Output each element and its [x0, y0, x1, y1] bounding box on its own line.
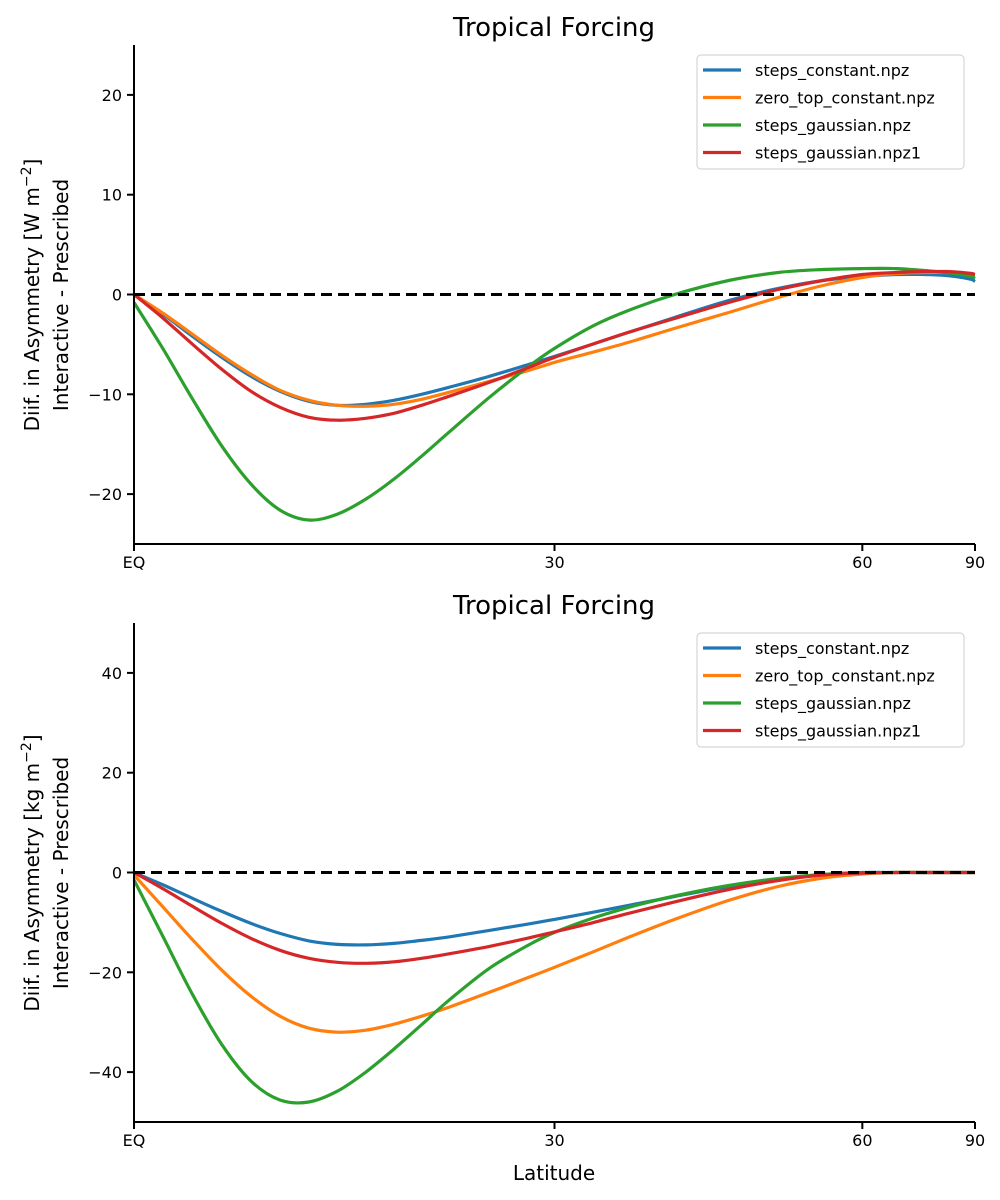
y-tick-label: 40 [102, 664, 122, 683]
x-axis-label: Latitude [513, 1161, 595, 1185]
y-tick-label: 0 [112, 286, 122, 305]
x-tick-label: EQ [123, 553, 146, 572]
legend-label: steps_gaussian.npz1 [755, 144, 921, 164]
bottom-panel-ticks: −40 −20 0 20 40 EQ 30 60 90 [88, 664, 985, 1150]
bottom-panel-ylabel-line1: Diif. in Asymmetry [kg m−2] [19, 734, 44, 1011]
series-line-steps_gaussian1 [132, 269, 976, 422]
y-tick-label: 0 [112, 864, 122, 883]
legend-label: steps_gaussian.npz [755, 694, 911, 714]
legend-box [696, 54, 965, 170]
top-panel-ylabel-line2: Interactive - Prescribed [49, 179, 73, 411]
series-line-steps_gaussian [132, 266, 976, 522]
top-panel-title: Tropical Forcing [452, 13, 655, 43]
top-panel: Tropical Forcing Diif. in Asymmetry [W m… [19, 13, 985, 572]
y-tick-label: 20 [102, 764, 122, 783]
x-tick-label: 90 [965, 1131, 985, 1150]
bottom-panel-series [132, 870, 975, 1105]
y-tick-label: −20 [88, 485, 122, 504]
legend-label: steps_gaussian.npz1 [755, 722, 921, 742]
legend-label: zero_top_constant.npz [755, 89, 935, 109]
y-tick-label: 20 [102, 86, 122, 105]
top-panel-ticks: −20 −10 0 10 20 EQ 30 60 90 [88, 86, 985, 572]
series-line-zero_top_constant [132, 870, 975, 1034]
series-line-steps_gaussian [132, 870, 975, 1105]
y-tick-label: −10 [88, 385, 122, 404]
y-tick-label: −40 [88, 1063, 122, 1082]
series-line-zero_top_constant [133, 270, 976, 408]
top-panel-legend: steps_constant.npz zero_top_constant.npzs… [696, 54, 965, 170]
y-tick-label: 10 [102, 186, 122, 205]
x-tick-label: EQ [123, 1131, 146, 1150]
legend-label: zero_top_constant.npz [755, 667, 935, 687]
bottom-panel-ylabel-line2: Interactive - Prescribed [49, 757, 73, 989]
top-panel-series [132, 266, 976, 522]
x-tick-label: 60 [852, 553, 872, 572]
series-line-steps_gaussian1 [133, 870, 975, 965]
legend-label: steps_gaussian.npz [755, 116, 911, 136]
x-tick-label: 30 [544, 553, 564, 572]
x-tick-label: 30 [544, 1131, 564, 1150]
legend-label: steps_constant.npz [755, 639, 909, 659]
top-panel-ylabel-line1: Diif. in Asymmetry [W m−2] [19, 159, 44, 432]
legend-label: steps_constant.npz [755, 61, 909, 81]
x-tick-label: 60 [852, 1131, 872, 1150]
bottom-panel-spines [133, 623, 975, 1123]
bottom-panel-title: Tropical Forcing [452, 591, 655, 621]
bottom-panel: Tropical Forcing Diif. in Asymmetry [kg … [19, 591, 985, 1185]
top-panel-spines [133, 45, 975, 545]
legend-box [696, 632, 965, 748]
y-tick-label: −20 [88, 963, 122, 982]
bottom-panel-legend: steps_constant.npz zero_top_constant.npzs… [696, 632, 965, 748]
x-tick-label: 90 [965, 553, 985, 572]
